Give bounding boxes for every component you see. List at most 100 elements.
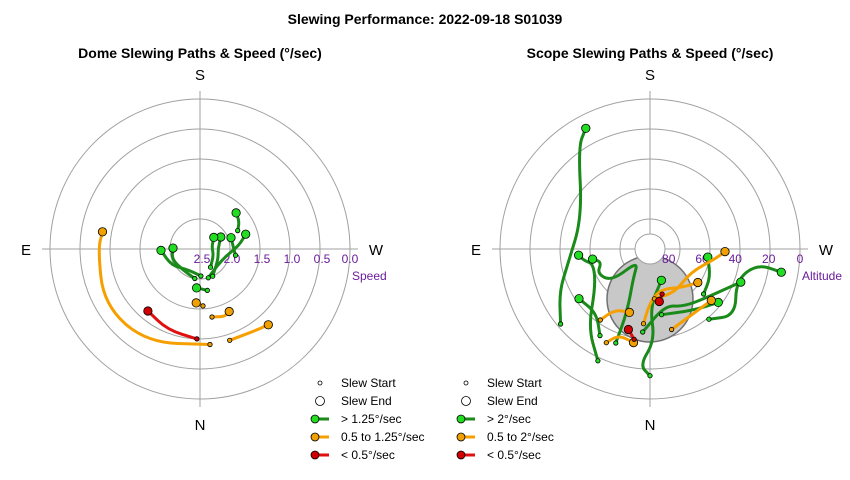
- dome-grid: [42, 91, 358, 407]
- scope-tick-label: 80: [662, 252, 676, 266]
- dome-slew-start-marker: [207, 341, 213, 348]
- dome-slew-path: [206, 232, 248, 280]
- scope-slew-path: [558, 126, 588, 326]
- scope-panel: Scope Slewing Paths & Speed (°/sec) S N …: [456, 45, 842, 462]
- scope-slew-path: [641, 278, 663, 378]
- dome-slew-end-marker: [143, 306, 153, 316]
- scope-slew-end-marker: [624, 307, 635, 317]
- scope-slew-path: [707, 265, 783, 321]
- scope-slew-end-marker: [573, 250, 584, 260]
- scope-chart-title: Scope Slewing Paths & Speed (°/sec): [527, 45, 774, 61]
- dome-legend-label: > 1.25°/sec: [341, 412, 402, 426]
- scope-dir-bottom: N: [645, 417, 656, 434]
- scope-slew-end-marker: [720, 247, 730, 257]
- scope-legend: Slew Start Slew End > 2°/sec 0.5 to 2°/sec <…: [456, 376, 554, 462]
- scope-slew-start-marker: [613, 340, 619, 346]
- scope-slew-end-marker: [693, 277, 703, 288]
- dome-tick-label: 0.5: [314, 252, 331, 266]
- dome-legend-start-symbol: [317, 380, 323, 386]
- scope-slew-path: [591, 257, 638, 345]
- dome-legend-label: < 0.5°/sec: [341, 448, 395, 462]
- scope-slew-end-marker: [736, 277, 746, 287]
- scope-slew-end-marker: [623, 324, 634, 335]
- scope-legend-label: < 0.5°/sec: [487, 448, 541, 462]
- scope-radial-axis-label: Altitude: [802, 269, 842, 283]
- dome-tick-label: 2.5: [194, 252, 211, 266]
- scope-slew-end-marker: [654, 296, 664, 307]
- scope-legend-label: > 2°/sec: [487, 412, 531, 426]
- scope-legend-end-symbol: [461, 396, 471, 406]
- dome-slew-end-marker: [209, 232, 219, 242]
- dome-slew-end-marker: [231, 208, 241, 218]
- dome-legend-label: Slew End: [341, 394, 392, 408]
- dome-slew-end-marker: [241, 229, 251, 239]
- scope-tick-label: 0: [797, 252, 804, 266]
- dome-slew-start-marker: [192, 275, 198, 282]
- dome-legend: Slew Start Slew End > 1.25°/sec 0.5 to 1.25…: [310, 376, 425, 462]
- scope-zenith-ring: [634, 233, 666, 265]
- dome-slew-start-marker: [227, 337, 233, 343]
- scope-slew-start-marker: [557, 321, 564, 327]
- scope-slew-start-marker: [603, 340, 609, 346]
- dome-dir-left: E: [21, 242, 31, 259]
- dome-slew-end-marker: [156, 245, 166, 255]
- scope-slew-end-marker: [574, 294, 584, 304]
- dome-slew-end-marker: [168, 243, 178, 253]
- scope-slew-start-marker: [668, 326, 675, 333]
- scope-slew-end-marker: [656, 275, 667, 285]
- scope-slew-start-marker: [700, 291, 707, 297]
- figure-title: Slewing Performance: 2022-09-18 S01039: [288, 11, 563, 27]
- dome-tick-label: 1.5: [254, 252, 271, 266]
- scope-slew-start-marker: [647, 373, 653, 379]
- dome-legend-end-symbol: [315, 396, 325, 406]
- dome-panel: Dome Slewing Paths & Speed (°/sec) S N E…: [21, 45, 425, 462]
- scope-legend-label: 0.5 to 2°/sec: [487, 430, 554, 444]
- scope-dir-right: W: [819, 242, 834, 259]
- scope-slew-end-marker: [706, 295, 716, 305]
- scope-legend-label: Slew Start: [487, 376, 542, 390]
- dome-slew-path: [228, 323, 270, 342]
- dome-slew-start-marker: [209, 314, 215, 320]
- scope-dir-left: E: [471, 242, 481, 259]
- dome-slew-start-marker: [204, 287, 210, 293]
- dome-slew-end-marker: [226, 233, 236, 243]
- dome-dir-bottom: N: [195, 417, 206, 434]
- dome-slew-start-marker: [207, 264, 214, 270]
- dome-legend-marker: [310, 432, 320, 442]
- dome-slew-start-marker: [194, 336, 200, 342]
- dome-legend-label: Slew Start: [341, 376, 396, 390]
- scope-slew-path: [577, 253, 600, 363]
- scope-slew-start-marker: [640, 321, 647, 327]
- scope-legend-marker: [456, 414, 466, 424]
- scope-paths: [557, 123, 786, 379]
- scope-legend-start-symbol: [463, 380, 469, 386]
- dome-tick-label: 0.0: [342, 252, 359, 266]
- scope-dir-top: S: [645, 67, 655, 84]
- scope-slew-end-marker: [776, 267, 786, 277]
- dome-slew-end-marker: [224, 306, 234, 317]
- dome-legend-label: 0.5 to 1.25°/sec: [341, 430, 425, 444]
- scope-slew-start-marker: [597, 317, 603, 323]
- scope-slew-path: [641, 280, 743, 334]
- scope-legend-label: Slew End: [487, 394, 538, 408]
- dome-paths: [97, 208, 273, 348]
- dome-slew-start-marker: [235, 228, 241, 234]
- scope-grid: [492, 91, 808, 407]
- scope-slew-start-marker: [640, 329, 646, 335]
- dome-dir-top: S: [195, 67, 205, 84]
- scope-slew-start-marker: [706, 316, 712, 322]
- dome-tick-label: 2.0: [224, 252, 241, 266]
- scope-slew-start-marker: [658, 312, 665, 318]
- dome-dir-right: W: [369, 242, 384, 259]
- dome-slew-start-marker: [198, 273, 204, 279]
- scope-tick-label: 20: [762, 252, 776, 266]
- scope-slew-start-marker: [659, 291, 665, 297]
- dome-slew-start-marker: [205, 275, 211, 281]
- dome-slew-start-marker: [200, 303, 206, 309]
- dome-chart-title: Dome Slewing Paths & Speed (°/sec): [78, 45, 322, 61]
- dome-legend-marker: [310, 450, 320, 460]
- scope-legend-marker: [456, 432, 466, 442]
- dome-slew-end-marker: [192, 283, 202, 293]
